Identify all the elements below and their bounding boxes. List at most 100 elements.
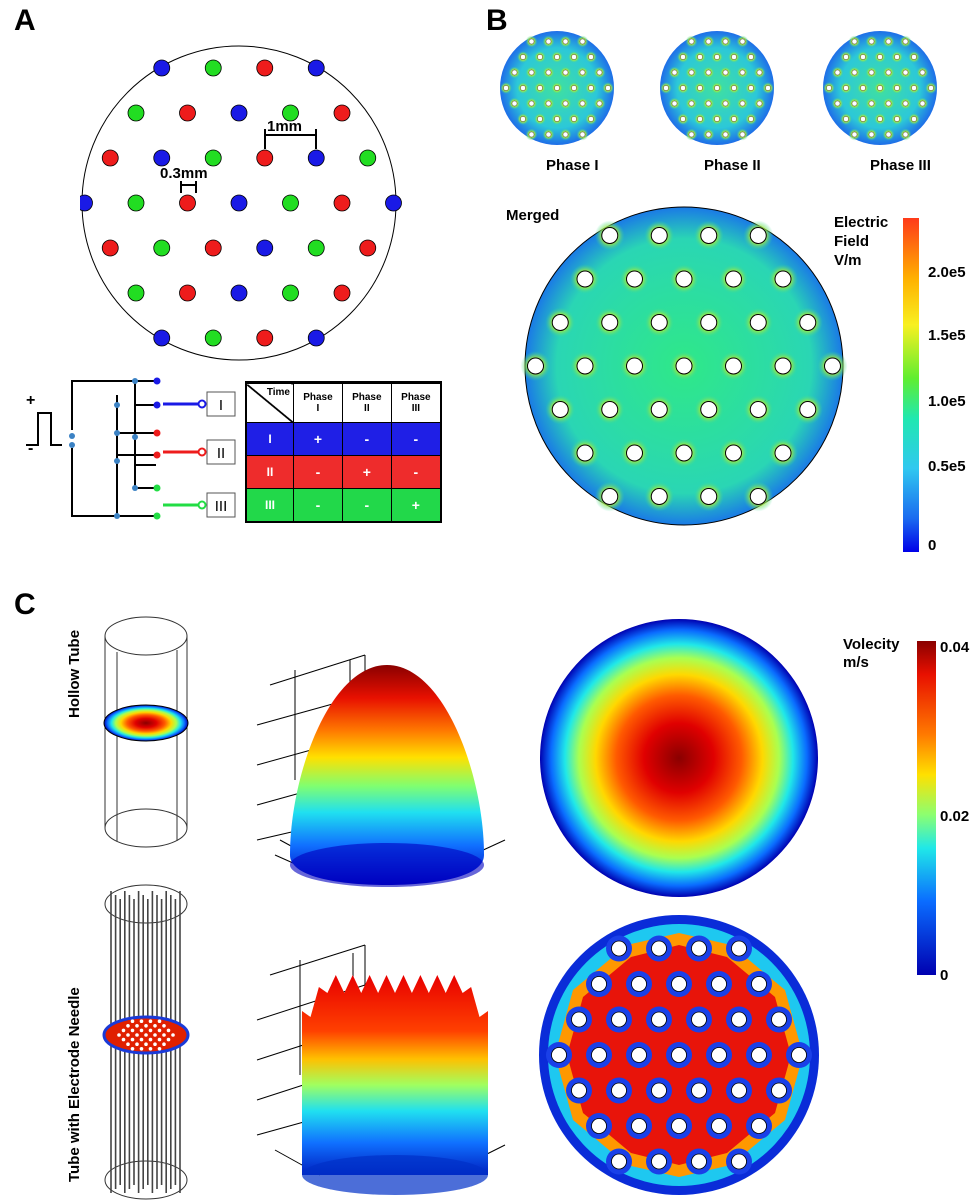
channel-label-ii: II: [217, 445, 225, 462]
electrode: [101, 149, 119, 167]
electrode: [868, 100, 875, 107]
channel-label-i: I: [219, 397, 223, 414]
electrode: [705, 100, 712, 107]
e-field-tick: 2.0e5: [928, 264, 966, 281]
needle-hole: [731, 1082, 747, 1099]
table-header-phase-ii: Phase II: [341, 381, 392, 423]
electrode: [919, 100, 926, 107]
e-field-colorbar-title: Electric Field V/m: [834, 213, 888, 270]
electrode: [101, 239, 119, 257]
e-field-tick: 1.5e5: [928, 327, 966, 344]
electrode: [877, 54, 883, 60]
needle-hole: [611, 1011, 627, 1028]
needle-hole: [771, 1011, 787, 1028]
electrode: [333, 284, 351, 302]
electrode: [551, 314, 569, 331]
electrode: [626, 270, 643, 288]
electrode: [528, 38, 535, 45]
electrode: [127, 104, 145, 122]
needle-hole: [162, 1042, 166, 1046]
parabolic-dome: [290, 665, 484, 885]
velocity-profile-electrode: [256, 944, 506, 1195]
electrode: [511, 69, 518, 76]
electrode: [579, 100, 586, 107]
electrode: [843, 116, 849, 122]
electrode: [127, 284, 145, 302]
merged-field-map: [520, 206, 848, 526]
needle-hole: [671, 1047, 687, 1063]
electrode: [675, 444, 693, 462]
electrode: [230, 194, 248, 212]
velocity-map-electrode: [539, 915, 819, 1195]
electrode: [545, 100, 552, 107]
electrode: [579, 38, 586, 45]
needle-hole: [731, 1153, 747, 1170]
electrode: [928, 85, 934, 91]
electrode: [834, 100, 841, 107]
needle-hole: [651, 940, 667, 957]
needle-hole: [135, 1033, 139, 1037]
needle-hole: [711, 1047, 727, 1063]
electrode: [868, 131, 875, 138]
needle-hole: [148, 1019, 153, 1023]
needle-hole: [144, 1042, 148, 1046]
electrode: [902, 38, 909, 45]
electrode: [576, 357, 594, 375]
electrode: [680, 85, 686, 91]
electrode: [626, 444, 643, 462]
needle-hole: [731, 940, 747, 957]
electrode: [911, 54, 917, 60]
electrode: [680, 54, 686, 60]
electrode: [700, 227, 718, 244]
electrode: [885, 38, 892, 45]
electrode: [576, 444, 594, 462]
row-label: III: [245, 487, 294, 523]
channel-boxes: [206, 391, 236, 518]
electrode: [688, 38, 695, 45]
electrode: [739, 38, 746, 45]
header-line1: Phase: [303, 392, 333, 403]
needle-hole: [153, 1024, 157, 1028]
electrode: [877, 85, 883, 91]
electrode-layout-diagram: 1mm 0.3mm: [80, 45, 402, 361]
electrode: [700, 314, 718, 331]
electrode: [179, 194, 196, 212]
electrode: [596, 69, 603, 76]
electrode: [911, 116, 917, 122]
electrode: [333, 194, 351, 212]
electrode: [256, 149, 274, 167]
merged-electrode-array: [520, 220, 848, 512]
electrode: [748, 54, 754, 60]
electrode: [902, 69, 909, 76]
needle-hole: [751, 1118, 767, 1134]
electrode: [153, 59, 171, 77]
electrode: [527, 357, 544, 375]
needle-hole: [144, 1024, 148, 1028]
cell: -: [293, 454, 343, 489]
electrode-tube-3d: [102, 884, 190, 1200]
electrode: [588, 85, 594, 91]
velocity-tick: 0.04: [940, 639, 970, 656]
velocity-figures: [102, 616, 819, 1200]
electrode: [722, 69, 729, 76]
electrode: [359, 149, 377, 167]
channel-label-iii: III: [215, 498, 228, 515]
cell: -: [293, 487, 343, 523]
electrode: [256, 239, 274, 257]
needle-hole: [135, 1024, 139, 1028]
electrode: [545, 38, 552, 45]
electrode: [749, 227, 767, 244]
electrode: [675, 270, 693, 288]
electrode: [562, 38, 569, 45]
phase-table-header-row: Time Phase I Phase II Phase III: [245, 381, 442, 423]
electrode: [860, 85, 866, 91]
electrode: [756, 100, 763, 107]
electrode: [537, 85, 543, 91]
electrode: [554, 116, 560, 122]
phase-label-ii: Phase II: [704, 157, 761, 174]
e-field-tick: 0: [928, 537, 937, 554]
cell: +: [293, 422, 343, 456]
electrode: [688, 69, 695, 76]
electrode: [554, 54, 560, 60]
cell: -: [341, 422, 392, 456]
